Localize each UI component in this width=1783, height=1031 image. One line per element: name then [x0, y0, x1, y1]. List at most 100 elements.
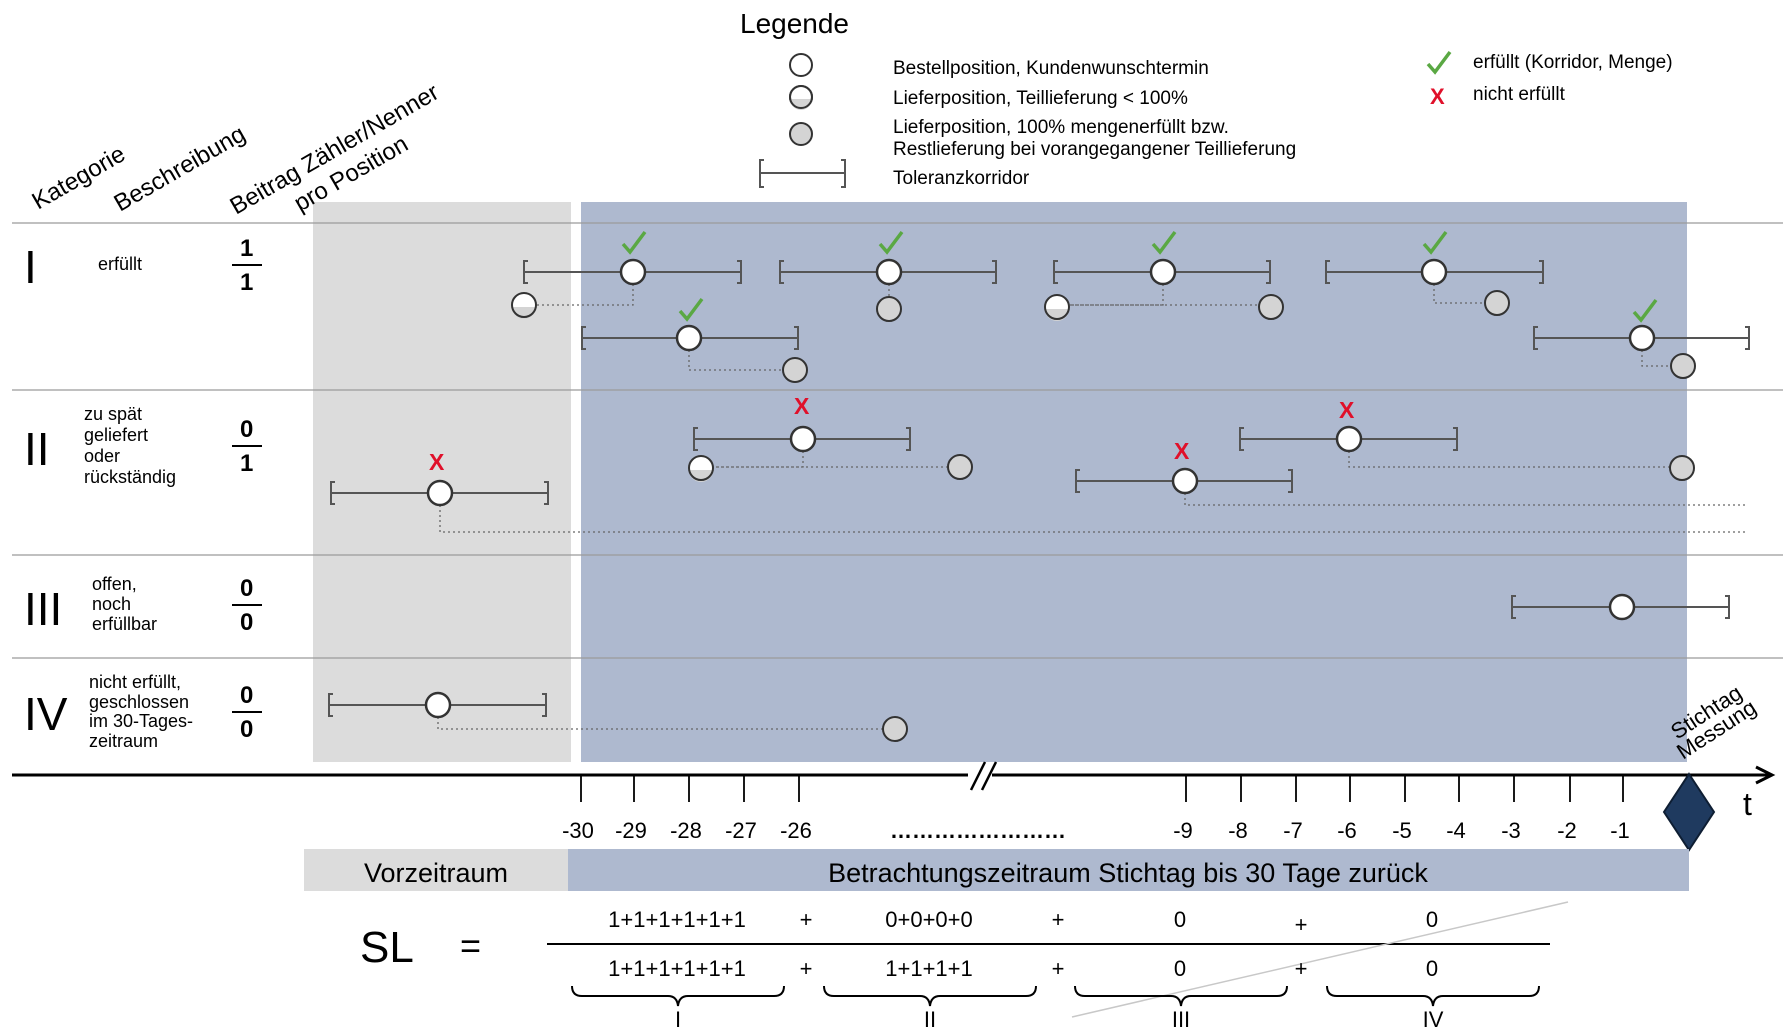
vorzeitraum-bar [304, 849, 568, 891]
svg-text:offen,: offen, [92, 574, 137, 594]
svg-text:1: 1 [240, 269, 253, 296]
checkmark-icon [621, 230, 647, 255]
svg-text:im 30-Tages-: im 30-Tages- [89, 711, 193, 731]
order-position-circle [1171, 467, 1199, 495]
axis-tick-label: -30 [562, 818, 594, 843]
positions-layer: X X X X [328, 230, 1750, 742]
cross-icon: X [794, 393, 810, 419]
partial-delivery-circle [688, 455, 714, 482]
strike-line [1071, 901, 1569, 1018]
order-position-circle [1628, 324, 1656, 352]
delivery-position-circle [876, 296, 902, 322]
num-plus-1: + [800, 907, 813, 932]
svg-text:rückständig: rückständig [84, 467, 176, 487]
cross-icon: X [1430, 84, 1445, 109]
legend-title: Legende [740, 8, 849, 39]
axis-tick-label: -29 [615, 818, 647, 843]
fraction-IV: 0 0 [232, 682, 262, 743]
legend-item-3a: Lieferposition, 100% mengenerfüllt bzw. [893, 117, 1229, 138]
dotted-link [1433, 284, 1497, 304]
axis-tick-label: -2 [1557, 818, 1577, 843]
dotted-link [700, 451, 960, 468]
svg-text:1: 1 [240, 235, 253, 262]
corridor-bracket-left [1533, 326, 1538, 350]
formula-eq: = [460, 925, 481, 966]
corridor-bracket-right [1539, 260, 1544, 284]
dotted-link [524, 284, 634, 306]
corridor-bracket-right [1725, 595, 1730, 619]
circle-white-icon [789, 53, 813, 77]
corridor-bracket-right [737, 260, 742, 284]
num-plus-3: + [1295, 912, 1308, 937]
svg-text:1: 1 [240, 450, 253, 477]
group-label-I: I [675, 1007, 681, 1031]
svg-text:0: 0 [240, 682, 253, 709]
cross-icon: X [1174, 438, 1190, 464]
desc-II: zu spät geliefert oder rückständig [84, 404, 176, 487]
den-term-II: 1+1+1+1 [885, 956, 972, 981]
legend-status-2: nicht erfüllt [1473, 84, 1566, 105]
corridor-bracket-right [1745, 326, 1750, 350]
checkmark-icon [1422, 230, 1448, 255]
braces [571, 985, 1540, 1007]
corridor-bracket-left [581, 326, 586, 350]
partial-delivery-circle [511, 292, 537, 319]
delivery-position-circle [782, 357, 808, 383]
dotted-link [1057, 284, 1271, 306]
den-term-III: 0 [1174, 956, 1186, 981]
legend-item-2: Lieferposition, Teillieferung < 100% [893, 88, 1188, 109]
partial-outline [511, 292, 537, 318]
group-label-IV: IV [1423, 1007, 1444, 1031]
category-II: II [24, 423, 50, 475]
axis-tick-label: -26 [780, 818, 812, 843]
corridor-bracket-left [523, 260, 528, 284]
den-term-IV: 0 [1426, 956, 1438, 981]
order-position-circle [1608, 593, 1636, 621]
svg-text:0: 0 [240, 609, 253, 636]
desc-IV: nicht erfüllt, geschlossen im 30-Tages- … [89, 672, 193, 751]
partial-outline [688, 455, 714, 481]
cross-icon: X [1339, 397, 1355, 423]
svg-text:geschlossen: geschlossen [89, 692, 189, 712]
order-position-circle [619, 258, 647, 286]
checkmark-icon [678, 297, 704, 322]
legend-item-1: Bestellposition, Kundenwunschtermin [893, 58, 1209, 79]
dotted-link [437, 717, 894, 730]
num-term-III: 0 [1174, 907, 1186, 932]
num-plus-2: + [1052, 907, 1065, 932]
axis-tick-label: -3 [1501, 818, 1521, 843]
svg-text:geliefert: geliefert [84, 425, 148, 445]
svg-text:0: 0 [240, 575, 253, 602]
corridor-bracket-right [1288, 469, 1293, 493]
corridor-bracket-right [1266, 260, 1271, 284]
order-position-circle [424, 691, 452, 719]
desc-III: offen, noch erfüllbar [92, 574, 157, 634]
svg-text:0: 0 [240, 716, 253, 743]
axis-tick-label: -27 [725, 818, 757, 843]
delivery-position-circle [1258, 294, 1284, 320]
axis-tick-label: -6 [1337, 818, 1357, 843]
den-plus-3: + [1295, 956, 1308, 981]
axis-tick-label: -9 [1173, 818, 1193, 843]
order-position-circle [875, 258, 903, 286]
partial-delivery-circle [1044, 294, 1070, 321]
legend-item-3b: Restlieferung bei vorangegangener Teilli… [893, 139, 1296, 160]
fraction-III: 0 0 [232, 575, 262, 636]
corridor-bracket-right [992, 260, 997, 284]
betrachtung-label: Betrachtungszeitraum Stichtag bis 30 Tag… [828, 858, 1428, 888]
time-axis [12, 761, 1776, 791]
checkmark-icon [1151, 230, 1177, 255]
axis-tick-label: -28 [670, 818, 702, 843]
order-position-circle [1149, 258, 1177, 286]
dotted-link [439, 505, 1745, 533]
betrachtung-bar [568, 849, 1689, 891]
dotted-link [1184, 493, 1745, 506]
group-label-II: II [924, 1007, 936, 1031]
cross-icon: X [429, 449, 445, 475]
circle-grey-icon [789, 122, 813, 146]
axis-tick-label: -8 [1228, 818, 1248, 843]
num-term-I: 1+1+1+1+1+1 [608, 907, 746, 932]
axis-t-label: t [1743, 786, 1752, 822]
axis-tick-label: -1 [1610, 818, 1630, 843]
svg-text:oder: oder [84, 446, 120, 466]
